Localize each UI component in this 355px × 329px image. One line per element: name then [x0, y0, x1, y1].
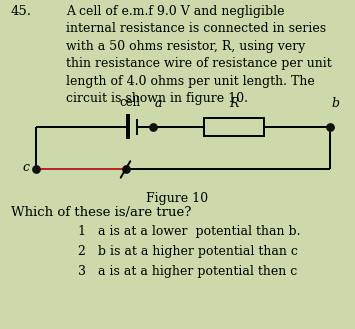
Text: A cell of e.m.f 9.0 V and negligible
internal resistance is connected in series
: A cell of e.m.f 9.0 V and negligible int…: [66, 5, 332, 105]
Text: 1   a is at a lower  potential than b.: 1 a is at a lower potential than b.: [78, 225, 301, 239]
Text: c: c: [22, 161, 29, 174]
Text: cell: cell: [119, 95, 140, 109]
Text: Figure 10: Figure 10: [147, 192, 209, 206]
Point: [327, 124, 333, 129]
Bar: [204, 117, 264, 136]
Point: [33, 167, 38, 172]
Text: a: a: [154, 97, 162, 110]
Text: b: b: [332, 97, 340, 110]
Text: R: R: [230, 97, 239, 110]
Text: Which of these is/are true?: Which of these is/are true?: [11, 206, 191, 219]
Text: 45.: 45.: [11, 5, 32, 18]
Text: 3   a is at a higher potential then c: 3 a is at a higher potential then c: [78, 265, 297, 278]
Text: 2   b is at a higher potential than c: 2 b is at a higher potential than c: [78, 245, 298, 258]
Point: [123, 167, 129, 172]
Point: [150, 124, 155, 129]
